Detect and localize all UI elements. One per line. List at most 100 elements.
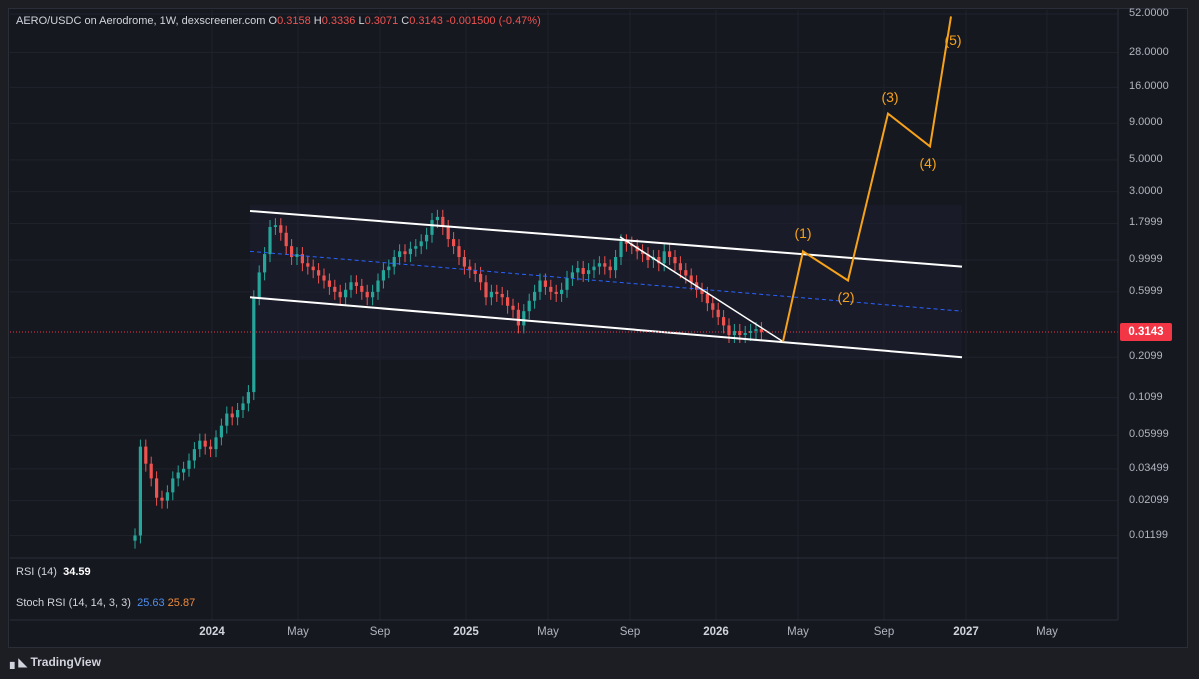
candle-body (192, 449, 196, 461)
wave-label: (5) (944, 32, 962, 48)
time-axis-label: May (537, 626, 559, 638)
change-value: -0.001500 (-0.47%) (445, 15, 541, 27)
low-label: L (358, 15, 365, 27)
candle-body (452, 239, 456, 247)
candle-body (252, 297, 256, 393)
candle-body (641, 251, 645, 255)
stoch-rsi-legend[interactable]: Stoch RSI (14, 14, 3, 3) 25.63 25.87 (16, 597, 195, 609)
candle-body (500, 293, 504, 298)
candle-body (484, 282, 488, 298)
candle-body (727, 325, 731, 336)
candle-body (171, 478, 175, 493)
elliott-wave-projection (782, 16, 952, 342)
channel-mid-line (249, 250, 963, 312)
candles-layer (133, 209, 763, 549)
candle-body (673, 257, 677, 264)
candle-body (587, 270, 591, 274)
downtrend-line (619, 236, 784, 343)
tradingview-brand[interactable]: ▖◣ TradingView (10, 655, 101, 669)
candle-body (538, 280, 542, 292)
candle-body (392, 257, 396, 267)
candle-body (176, 472, 180, 479)
time-axis-label: 2024 (199, 626, 225, 638)
candle-body (597, 263, 601, 267)
open-value: 0.3158 (277, 15, 311, 27)
candle-body (322, 275, 326, 281)
candle-body (495, 291, 499, 294)
candle-body (732, 331, 736, 336)
price-axis-label: 3.0000 (1129, 184, 1163, 197)
candle-body (257, 272, 261, 298)
channel-highlight (250, 205, 962, 360)
candle-body (187, 460, 191, 469)
candle-body (365, 291, 369, 298)
candle-body (284, 232, 288, 247)
candle-body (165, 492, 169, 501)
candle-body (430, 220, 434, 235)
open-label: O (268, 15, 278, 27)
candle-body (446, 227, 450, 240)
candle-body (749, 331, 753, 333)
candle-body (468, 266, 472, 271)
candle-body (554, 291, 558, 294)
candle-body (668, 251, 672, 258)
chart-legend: AERO/USDC on Aerodrome, 1W, dexscreener.… (16, 15, 541, 27)
brand-label: TradingView (30, 655, 101, 669)
price-axis-label: 0.01199 (1129, 528, 1168, 541)
candle-body (295, 254, 299, 258)
candle-body (722, 317, 726, 326)
candle-body (506, 297, 510, 306)
candle-body (300, 254, 304, 264)
candle-body (149, 463, 153, 479)
price-axis-label: 16.0000 (1129, 80, 1169, 93)
candle-body (279, 225, 283, 233)
candle-body (716, 309, 720, 318)
candle-body (527, 300, 531, 312)
stoch-rsi-d-value: 25.87 (167, 597, 196, 609)
time-axis-label: 2027 (953, 626, 979, 638)
candle-body (689, 275, 693, 283)
candle-body (614, 257, 618, 271)
rsi-legend[interactable]: RSI (14) 34.59 (16, 566, 91, 578)
candle-body (381, 270, 385, 281)
candle-body (705, 293, 709, 304)
candle-body (489, 291, 493, 298)
candle-body (662, 251, 666, 264)
price-axis-label: 28.0000 (1129, 45, 1169, 58)
time-axis-label: Sep (369, 626, 391, 638)
time-axis-label: May (787, 626, 809, 638)
candle-body (608, 266, 612, 271)
candle-body (376, 280, 380, 292)
candle-body (327, 280, 331, 287)
candle-body (646, 254, 650, 261)
candle-body (133, 535, 137, 541)
candle-body (198, 440, 202, 450)
candle-body (263, 254, 267, 273)
candle-body (349, 282, 353, 290)
candle-body (759, 329, 763, 333)
symbol-label[interactable]: AERO/USDC on Aerodrome, 1W, dexscreener.… (16, 15, 266, 27)
candle-body (219, 425, 223, 438)
close-label: C (401, 15, 410, 27)
candle-body (419, 241, 423, 247)
candle-body (306, 263, 310, 267)
candle-body (155, 478, 159, 498)
candle-body (522, 311, 526, 326)
candle-body (290, 246, 294, 258)
time-axis-label: May (287, 626, 309, 638)
rsi-value: 34.59 (63, 566, 91, 578)
candle-body (236, 410, 240, 418)
candle-body (203, 440, 207, 447)
channel-lower-line (249, 296, 963, 359)
candle-body (549, 286, 553, 292)
candle-body (738, 331, 742, 336)
candle-body (182, 468, 186, 473)
candle-body (268, 227, 272, 255)
candle-body (754, 329, 758, 332)
rsi-label: RSI (14) (16, 566, 57, 578)
candle-body (225, 413, 229, 426)
wave-label: (2) (837, 289, 855, 305)
candle-body (273, 225, 277, 228)
time-axis-label: May (1036, 626, 1058, 638)
